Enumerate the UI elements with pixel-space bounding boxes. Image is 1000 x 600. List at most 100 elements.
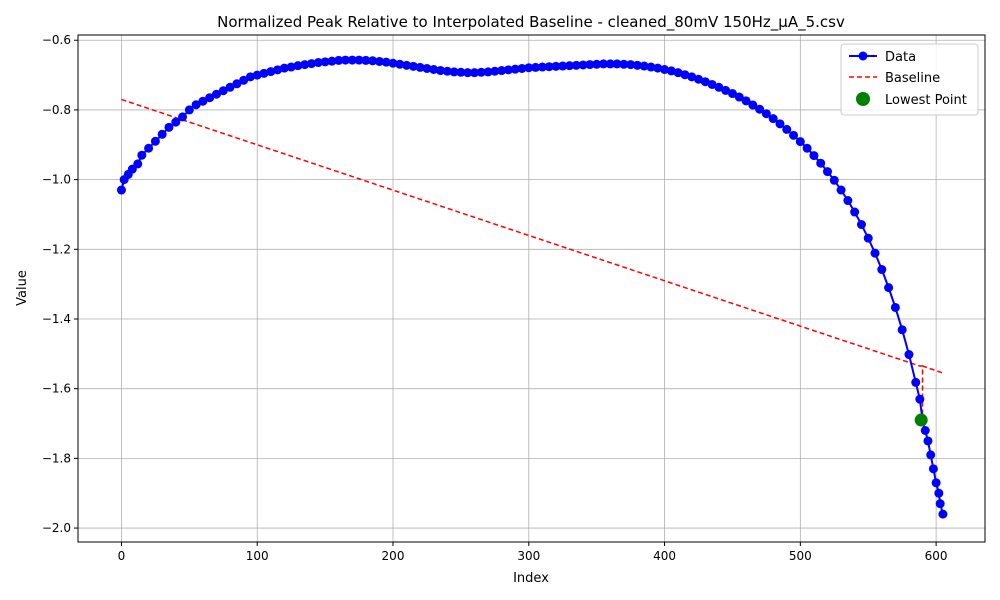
- data-point: [211, 89, 221, 99]
- data-point: [395, 59, 405, 69]
- data-point: [843, 196, 853, 206]
- data-point: [915, 394, 925, 404]
- data-point: [673, 68, 683, 78]
- data-point: [877, 265, 887, 275]
- x-tick-label: 100: [246, 549, 269, 563]
- data-point: [856, 220, 866, 230]
- data-point: [938, 509, 948, 519]
- data-point: [537, 62, 547, 72]
- data-point: [923, 436, 933, 446]
- data-point: [408, 61, 418, 71]
- data-point: [931, 478, 941, 488]
- baseline-series: [121, 98, 944, 421]
- y-tick-label: −0.8: [42, 103, 71, 117]
- data-point: [347, 55, 357, 65]
- data-point: [510, 64, 520, 74]
- data-point: [150, 136, 160, 146]
- baseline-line: [121, 98, 944, 421]
- x-axis-ticks: 0 100 200 300 400 500 600: [118, 542, 948, 563]
- data-point: [727, 89, 737, 99]
- data-point: [571, 60, 581, 70]
- data-point: [863, 233, 873, 243]
- data-point: [279, 63, 289, 73]
- data-point: [116, 185, 126, 195]
- data-point: [184, 105, 194, 115]
- y-tick-label: −1.0: [42, 173, 71, 187]
- data-point: [374, 56, 384, 66]
- data-point: [171, 117, 181, 127]
- data-point: [558, 61, 568, 71]
- data-point: [469, 68, 479, 78]
- data-point: [626, 60, 636, 70]
- data-point: [935, 499, 945, 509]
- data-point: [755, 104, 765, 114]
- data-point: [748, 100, 758, 110]
- chart-title: Normalized Peak Relative to Interpolated…: [217, 13, 845, 32]
- data-point: [707, 79, 717, 89]
- data-point: [436, 66, 446, 76]
- legend-baseline-label: Baseline: [885, 71, 940, 86]
- y-tick-label: −1.8: [42, 451, 71, 465]
- data-point: [890, 302, 900, 312]
- data-point: [218, 86, 228, 96]
- data-point: [870, 248, 880, 258]
- x-axis-label: Index: [513, 571, 549, 586]
- data-point: [761, 109, 771, 119]
- data-point: [144, 143, 154, 153]
- y-axis-ticks: −2.0 −1.8 −1.6 −1.4 −1.2 −1.0 −0.8 −0.6: [42, 33, 78, 535]
- data-point: [334, 55, 344, 65]
- data-point: [578, 60, 588, 70]
- lowest-point-series: [914, 413, 928, 427]
- data-point: [483, 67, 493, 77]
- data-point: [646, 62, 656, 72]
- data-point: [928, 464, 938, 474]
- data-point: [822, 167, 832, 177]
- data-point: [585, 60, 595, 70]
- data-point: [653, 63, 663, 73]
- data-point: [700, 77, 710, 87]
- data-point: [293, 61, 303, 71]
- data-point: [463, 68, 473, 78]
- data-point: [911, 377, 921, 387]
- data-point: [934, 488, 944, 498]
- data-point: [388, 58, 398, 68]
- data-point: [926, 450, 936, 460]
- legend-data-marker: [858, 51, 868, 61]
- data-point: [259, 68, 269, 78]
- y-tick-label: −2.0: [42, 521, 71, 535]
- data-point: [660, 64, 670, 74]
- data-point: [524, 63, 534, 73]
- data-point: [429, 64, 439, 74]
- y-tick-label: −0.6: [42, 33, 71, 47]
- data-point: [368, 56, 378, 66]
- data-point: [850, 207, 860, 217]
- data-point: [307, 59, 317, 69]
- data-point: [497, 66, 507, 76]
- x-tick-label: 0: [118, 549, 126, 563]
- data-point: [191, 100, 201, 110]
- data-point: [273, 65, 283, 75]
- data-point: [476, 67, 486, 77]
- data-point: [503, 65, 513, 75]
- data-point: [829, 175, 839, 185]
- data-point: [816, 158, 826, 168]
- x-tick-label: 400: [653, 549, 676, 563]
- data-point: [598, 59, 608, 69]
- data-point: [795, 137, 805, 147]
- y-tick-label: −1.2: [42, 242, 71, 256]
- x-tick-label: 600: [925, 549, 948, 563]
- legend: Data Baseline Lowest Point: [840, 43, 979, 116]
- data-point: [531, 62, 541, 72]
- lowest-point-marker: [914, 413, 928, 427]
- data-point: [836, 185, 846, 195]
- data-point: [340, 55, 350, 65]
- y-tick-label: −1.4: [42, 312, 71, 326]
- y-tick-label: −1.6: [42, 382, 71, 396]
- legend-box: [840, 43, 979, 116]
- data-point: [721, 85, 731, 95]
- data-point: [768, 114, 778, 124]
- data-point: [402, 60, 412, 70]
- data-point: [782, 124, 792, 134]
- data-point: [632, 60, 642, 70]
